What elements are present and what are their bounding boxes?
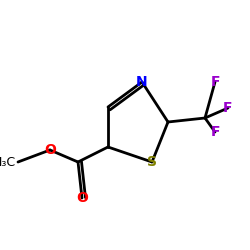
Text: O: O bbox=[44, 143, 56, 157]
Text: O: O bbox=[76, 191, 88, 205]
Text: F: F bbox=[210, 125, 220, 139]
Text: F: F bbox=[223, 101, 233, 115]
Text: S: S bbox=[147, 155, 157, 169]
Text: N: N bbox=[136, 75, 148, 89]
Text: H₃C: H₃C bbox=[0, 156, 16, 168]
Text: F: F bbox=[210, 75, 220, 89]
